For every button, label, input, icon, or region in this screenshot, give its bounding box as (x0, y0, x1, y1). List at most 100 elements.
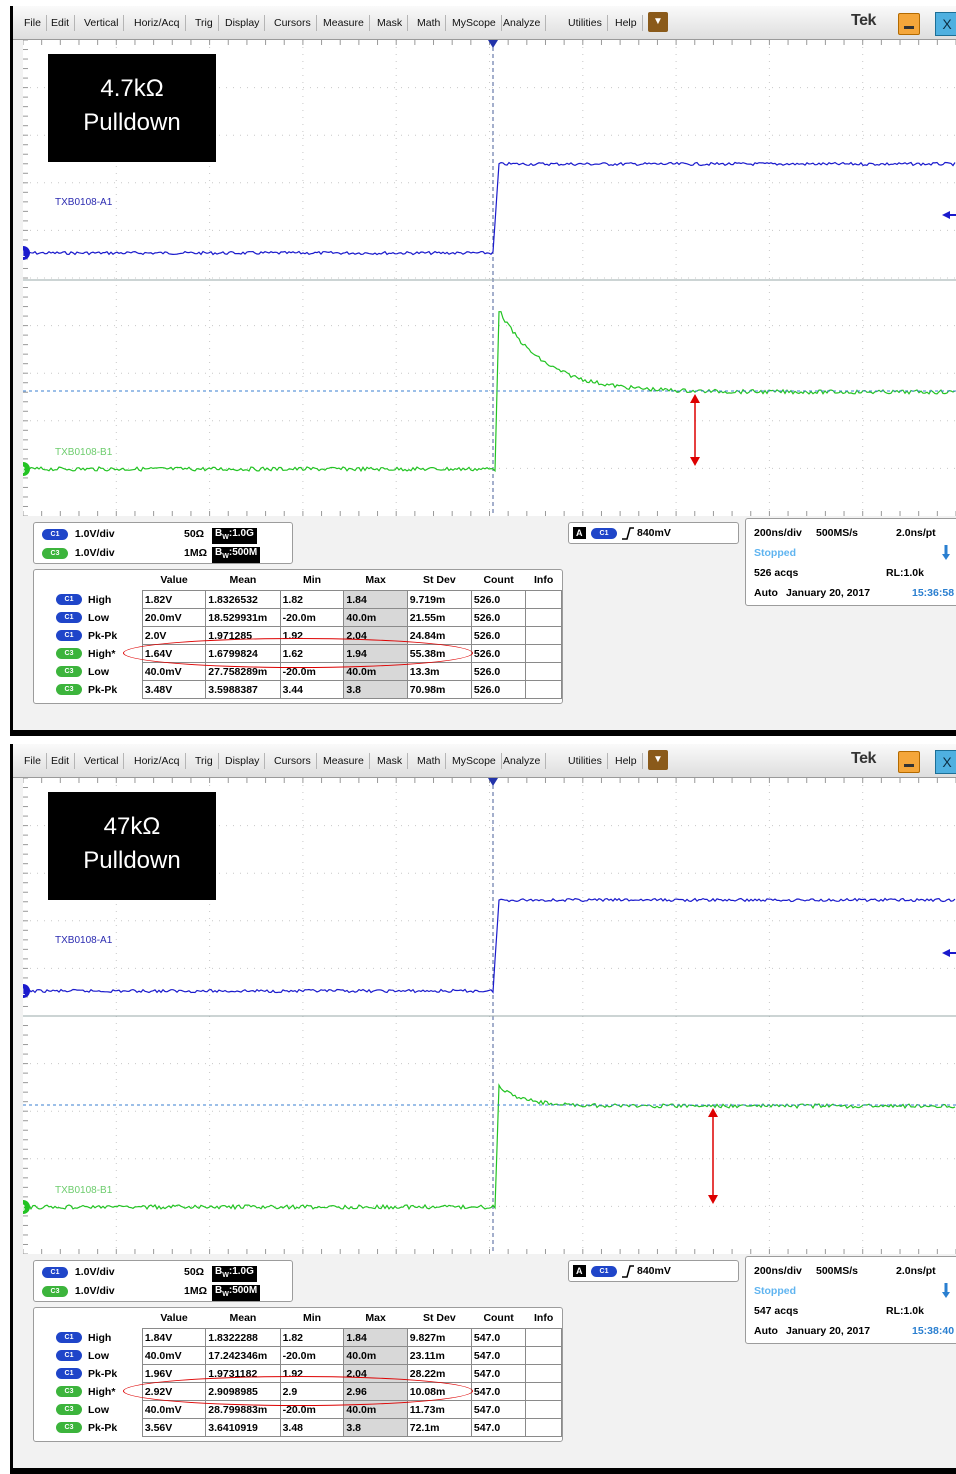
menu-item-analyze[interactable]: Analyze (498, 753, 547, 769)
ch3-scale-row: C3 1.0V/div 1MΩ BW:500M (42, 1285, 261, 1301)
menu-item-math[interactable]: Math (412, 753, 447, 769)
minimize-button[interactable] (898, 13, 920, 35)
measurement-row[interactable]: C3 Pk-Pk 3.48V 3.5988387 3.44 3.8 70.98m 526.0 (54, 680, 562, 699)
menu-item-myscope[interactable]: MyScope (447, 753, 502, 769)
measurement-row[interactable]: C1 High 1.82V 1.8326532 1.82 1.84 9.719m 526.0 (54, 590, 562, 609)
menu-item-file[interactable]: File (19, 753, 47, 769)
timebase-panel[interactable]: 200ns/div 500MS/s 2.0ns/pt Stopped 547 a… (745, 1256, 956, 1344)
cell-value: 3.48V (141, 680, 207, 699)
menu-item-measure[interactable]: Measure (318, 753, 370, 769)
trigger-panel[interactable]: A C1 840mV (568, 1260, 739, 1282)
channel-scale-panel[interactable]: C1 1.0V/div 50Ω BW:1.0G C3 1.0V/div 1MΩ … (33, 1260, 293, 1302)
close-button[interactable]: X (935, 12, 956, 36)
acq-count: 547 acqs (754, 1305, 799, 1317)
menu-item-help[interactable]: Help (610, 753, 643, 769)
cell-value: 40.0mV (141, 1346, 207, 1365)
cell-count: 526.0 (470, 590, 527, 609)
trigger-level-icon (942, 949, 950, 957)
ch3-label: TXB0108-B1 (55, 1185, 113, 1196)
ch1-scale: 1.0V/div (74, 1266, 115, 1278)
ch3-bandwidth: BW:500M (212, 547, 261, 563)
cell-min: 3.44 (279, 680, 345, 699)
menu-item-mask[interactable]: Mask (372, 753, 409, 769)
trigger-level-icon (942, 211, 950, 219)
menu-item-cursors[interactable]: Cursors (269, 753, 317, 769)
measurement-panel[interactable]: Value Mean Min Max St Dev Count Info C1 High 1.8… (33, 1307, 563, 1442)
menu-item-analyze[interactable]: Analyze (498, 15, 547, 31)
ch3-impedance: 1MΩ (184, 1285, 208, 1297)
time-per-point: 2.0ns/pt (896, 1265, 936, 1277)
c3-chip: C3 (56, 684, 82, 696)
ch1-bandwidth: BW:1.0G (212, 528, 257, 544)
trigger-panel[interactable]: A C1 840mV (568, 522, 739, 544)
measurement-label: C3 Low (54, 663, 142, 681)
menu-item-trig[interactable]: Trig (190, 753, 219, 769)
menu-item-utilities[interactable]: Utilities (563, 15, 608, 31)
menu-item-cursors[interactable]: Cursors (269, 15, 317, 31)
measurement-row[interactable]: C1 High 1.84V 1.8322288 1.82 1.84 9.827m 547.0 (54, 1328, 562, 1347)
cell-info (525, 1328, 562, 1347)
c1-chip: C1 (56, 630, 82, 642)
pulldown-text: Pulldown (83, 847, 181, 874)
menu-item-utilities[interactable]: Utilities (563, 753, 608, 769)
ch1-scale-row: C1 1.0V/div 50Ω BW:1.0G (42, 1266, 257, 1282)
header-max: Max (365, 574, 386, 586)
header-info: Info (534, 1312, 554, 1324)
menu-item-horizacq[interactable]: Horiz/Acq (129, 753, 186, 769)
trigger-level: 840mV (637, 527, 671, 539)
menu-item-edit[interactable]: Edit (46, 15, 76, 31)
menu-item-display[interactable]: Display (220, 15, 266, 31)
timebase-panel[interactable]: 200ns/div 500MS/s 2.0ns/pt Stopped 526 a… (745, 518, 956, 606)
time-per-point: 2.0ns/pt (896, 527, 936, 539)
measurement-label: C3 High* (54, 1383, 142, 1401)
menu-item-myscope[interactable]: MyScope (447, 15, 502, 31)
measurement-row[interactable]: C1 Low 40.0mV 17.242346m -20.0m 40.0m 23.11m 54… (54, 1346, 562, 1365)
menu-item-horizacq[interactable]: Horiz/Acq (129, 15, 186, 31)
close-button[interactable]: X (935, 750, 956, 774)
highlight-ellipse (123, 1376, 473, 1406)
rising-edge-icon (622, 1265, 634, 1278)
measurement-name: High (88, 593, 112, 606)
measurement-name: Pk-Pk (88, 1367, 118, 1380)
channel-scale-panel[interactable]: C1 1.0V/div 50Ω BW:1.0G C3 1.0V/div 1MΩ … (33, 522, 293, 564)
header-stdev: St Dev (422, 574, 456, 586)
ch1-scale: 1.0V/div (74, 528, 115, 540)
sample-rate: 500MS/s (816, 527, 859, 539)
menu-item-display[interactable]: Display (220, 753, 266, 769)
measurement-row[interactable]: C1 Pk-Pk 2.0V 1.971285 1.92 2.04 24.84m 526.0 (54, 626, 562, 645)
waveform-display: 1 3 TXB0108-A1 TXB0108-B1 (23, 40, 956, 516)
menu-item-help[interactable]: Help (610, 15, 643, 31)
acq-count: 526 acqs (754, 567, 799, 579)
ch3-ground-marker (23, 1200, 30, 1214)
ch3-chip: C3 (42, 1285, 68, 1297)
measurement-label: C3 Pk-Pk (54, 1419, 142, 1437)
menu-item-measure[interactable]: Measure (318, 15, 370, 31)
ch3-waveform (23, 311, 956, 473)
menu-dropdown-button[interactable]: ▼ (648, 750, 668, 770)
cell-stdev: 9.827m (406, 1328, 472, 1347)
ch1-impedance: 50Ω (184, 528, 205, 540)
cell-mean: 3.6410919 (205, 1418, 281, 1437)
cell-stdev: 9.719m (406, 590, 472, 609)
menu-dropdown-button[interactable]: ▼ (648, 12, 668, 32)
menu-item-edit[interactable]: Edit (46, 753, 76, 769)
trigger-a-icon: A (573, 1265, 586, 1277)
menu-item-mask[interactable]: Mask (372, 15, 409, 31)
cell-stdev: 23.11m (406, 1346, 472, 1365)
measurement-row[interactable]: C3 Pk-Pk 3.56V 3.6410919 3.48 3.8 72.1m 547.0 (54, 1418, 562, 1437)
cell-count: 547.0 (470, 1364, 527, 1383)
menu-item-file[interactable]: File (19, 15, 47, 31)
ch3-ground-marker (23, 462, 30, 476)
trigger-position-marker (488, 40, 498, 48)
measurement-panel[interactable]: Value Mean Min Max St Dev Count Info C1 High 1.8… (33, 569, 563, 704)
measurement-row[interactable]: C1 Low 20.0mV 18.529931m -20.0m 40.0m 21.55m 52… (54, 608, 562, 627)
minimize-button[interactable] (898, 751, 920, 773)
arrow-head-down (708, 1195, 718, 1204)
menu-item-trig[interactable]: Trig (190, 15, 219, 31)
measurement-name: Low (88, 611, 109, 624)
header-value: Value (160, 1312, 188, 1324)
menu-item-vertical[interactable]: Vertical (79, 15, 125, 31)
menu-item-vertical[interactable]: Vertical (79, 753, 125, 769)
menu-item-math[interactable]: Math (412, 15, 447, 31)
cell-mean: 18.529931m (205, 608, 281, 627)
